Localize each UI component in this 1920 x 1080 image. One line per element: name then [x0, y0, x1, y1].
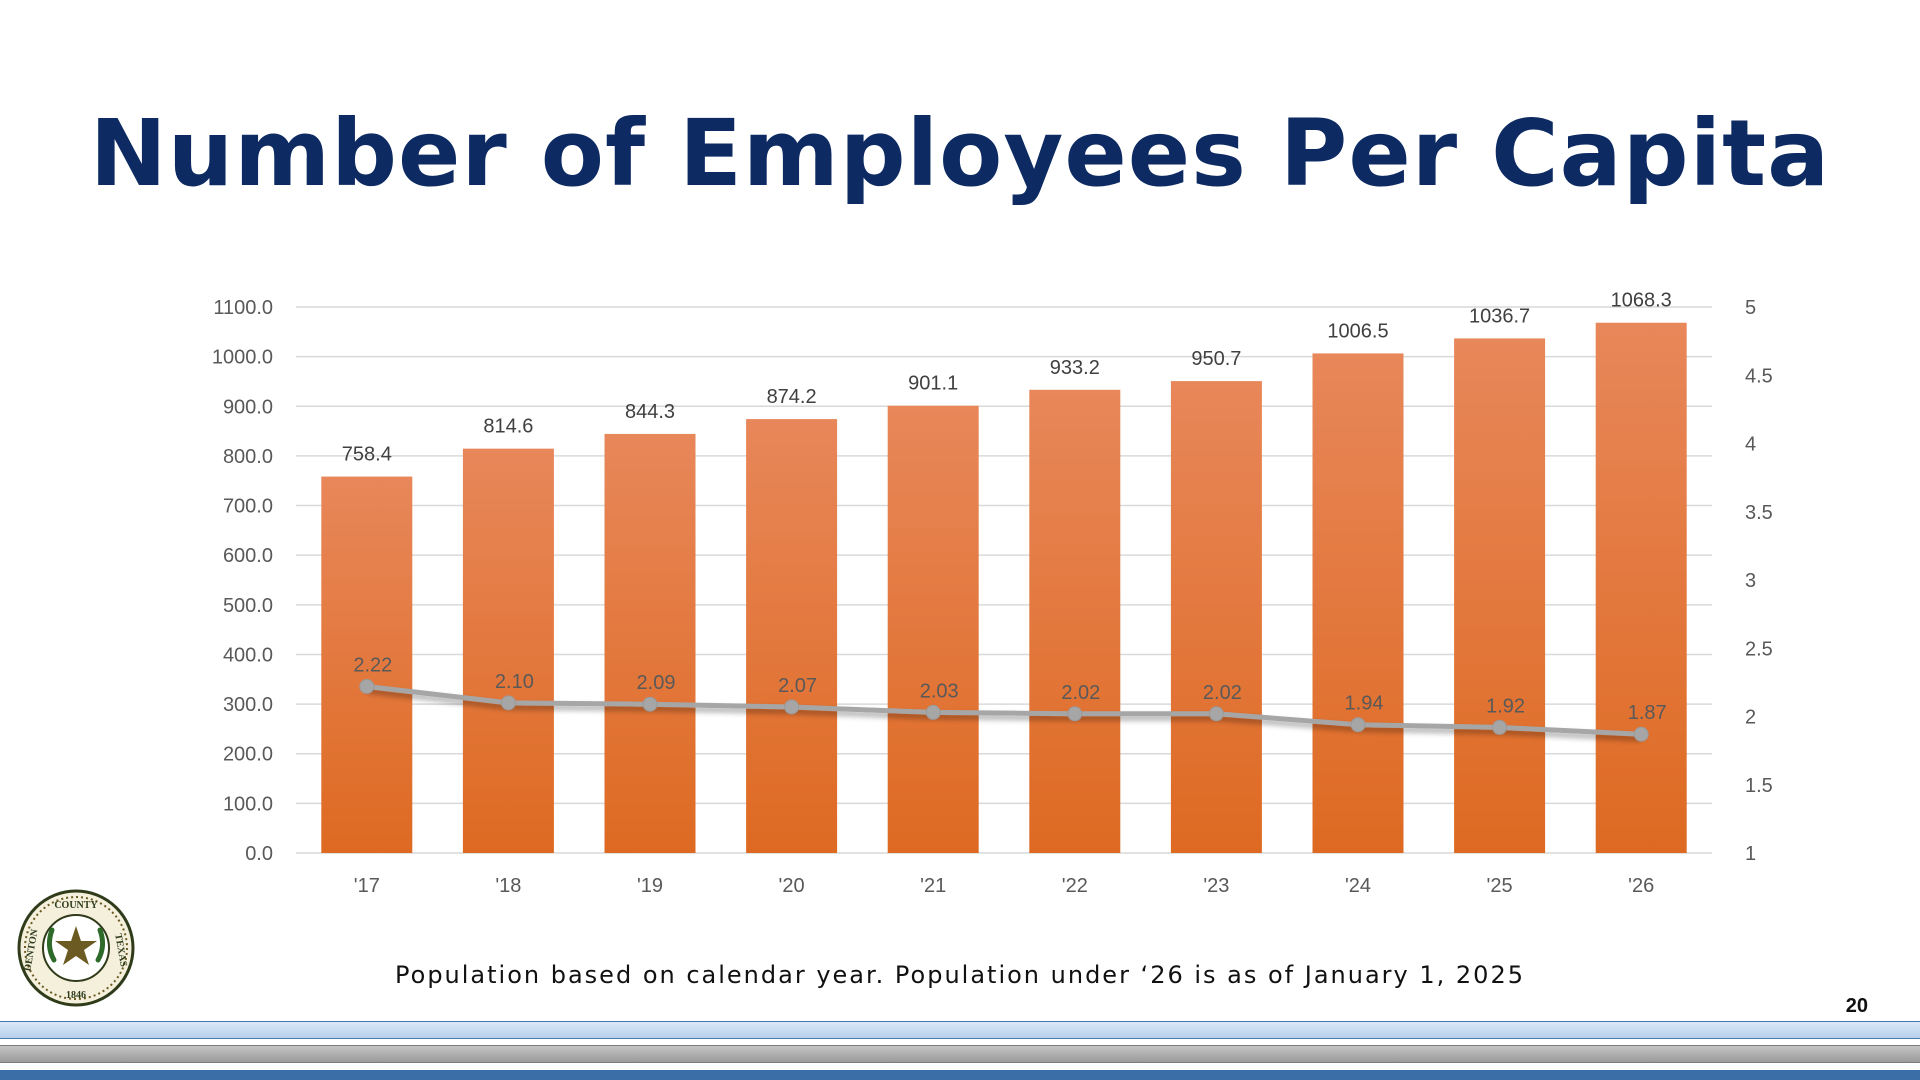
bar-data-label: 1006.5 [1327, 320, 1388, 342]
right-axis-tick-label: 2.5 [1745, 638, 1773, 660]
combo-chart: 0.0 100.0 200.0 300.0 400.0 500.0 600.0 700.0 80… [212, 290, 1773, 897]
line-point [925, 704, 941, 720]
bar [746, 419, 838, 853]
left-axis-tick-label: 300.0 [223, 694, 273, 716]
right-axis-tick-label: 4 [1745, 434, 1756, 456]
bar-data-label: 901.1 [908, 373, 958, 395]
svg-text:1846: 1846 [66, 990, 86, 1001]
svg-text:COUNTY: COUNTY [54, 900, 98, 911]
bar [321, 476, 413, 853]
line-point [500, 695, 516, 711]
left-axis-tick-label: 500.0 [223, 595, 273, 617]
footer-stripe-gray [0, 1045, 1920, 1063]
left-axis: 0.0 100.0 200.0 300.0 400.0 500.0 600.0 700.0 80… [212, 297, 273, 865]
line-data-label: 2.10 [495, 671, 534, 693]
left-axis-tick-label: 800.0 [223, 446, 273, 468]
line-data-label: 2.07 [778, 675, 817, 697]
bar-data-label: 950.7 [1191, 348, 1241, 370]
x-axis-tick-label: '19 [637, 875, 663, 897]
x-axis-tick-label: '20 [779, 875, 805, 897]
bar [462, 448, 554, 853]
left-axis-tick-label: 900.0 [223, 396, 273, 418]
bar-data-label: 758.4 [342, 444, 392, 466]
bar-data-label: 844.3 [625, 401, 675, 423]
page-number: 20 [1845, 995, 1868, 1017]
bar [1312, 353, 1404, 853]
line-point [359, 678, 375, 694]
line-data-label: 1.87 [1628, 702, 1667, 724]
footer-stripe-navy [0, 1070, 1920, 1080]
line-data-label: 2.02 [1061, 682, 1100, 704]
line-point [784, 699, 800, 715]
footnote: Population based on calendar year. Popul… [395, 961, 1525, 989]
left-axis-tick-label: 100.0 [223, 793, 273, 815]
x-axis: '17 '18 '19 '20 '21 '22 '23 '24 '25 '26 [354, 875, 1654, 897]
bar-data-label: 814.6 [483, 416, 533, 438]
x-axis-tick-label: '25 [1487, 875, 1513, 897]
right-axis-tick-label: 1 [1745, 843, 1756, 865]
x-axis-tick-label: '17 [354, 875, 380, 897]
left-axis-tick-label: 0.0 [245, 843, 273, 865]
x-axis-tick-label: '18 [495, 875, 521, 897]
right-axis-tick-label: 5 [1745, 297, 1756, 319]
bar-data-label: 933.2 [1050, 357, 1100, 379]
footer-stripe-blue [0, 1021, 1920, 1039]
slide-title: Number of Employees Per Capita [89, 100, 1831, 207]
denton-county-seal: COUNTY DENTON TEXAS 1846 [17, 889, 135, 1007]
right-axis-tick-label: 4.5 [1745, 365, 1773, 387]
bar [604, 433, 696, 853]
x-axis-tick-label: '26 [1628, 875, 1654, 897]
line-point [1633, 726, 1649, 742]
x-axis-tick-label: '23 [1203, 875, 1229, 897]
bar-data-label: 1036.7 [1469, 305, 1530, 327]
left-axis-tick-label: 600.0 [223, 545, 273, 567]
line-point [1067, 706, 1083, 722]
line-point [1208, 706, 1224, 722]
bar [1170, 381, 1262, 853]
left-axis-tick-label: 1000.0 [212, 347, 273, 369]
x-axis-tick-label: '24 [1345, 875, 1371, 897]
bar [1454, 338, 1546, 854]
line-data-label: 2.22 [353, 654, 392, 676]
line-data-label: 2.03 [920, 680, 959, 702]
left-axis-tick-label: 400.0 [223, 644, 273, 666]
right-axis-tick-label: 2 [1745, 707, 1756, 729]
line-point [1492, 719, 1508, 735]
bar-series: 758.4 814.6 844.3 874.2 901.1 933.2 950.7 1006.… [321, 290, 1687, 854]
bar [1595, 322, 1687, 853]
x-axis-tick-label: '21 [920, 875, 946, 897]
left-axis-tick-label: 1100.0 [213, 297, 273, 319]
bar [887, 405, 979, 853]
left-axis-tick-label: 700.0 [223, 496, 273, 518]
bar [1029, 389, 1121, 853]
bar-data-label: 1068.3 [1611, 290, 1672, 312]
bar-data-label: 874.2 [767, 386, 817, 408]
line-data-label: 1.94 [1345, 693, 1384, 715]
x-axis-tick-label: '22 [1062, 875, 1088, 897]
right-axis-tick-label: 1.5 [1745, 775, 1773, 797]
line-data-label: 2.09 [637, 672, 676, 694]
line-path [366, 683, 1642, 737]
line-data-label: 2.02 [1203, 682, 1242, 704]
line-series: 2.22 2.10 2.09 2.07 2.03 2.02 2.02 1.94 1.92 1.87 [353, 654, 1667, 742]
right-axis-tick-label: 3 [1745, 570, 1756, 592]
line-point [642, 696, 658, 712]
right-axis-tick-label: 3.5 [1745, 502, 1773, 524]
line-data-label: 1.92 [1486, 695, 1525, 717]
left-axis-tick-label: 200.0 [223, 744, 273, 766]
line-point [1350, 717, 1366, 733]
right-axis: 1 1.5 2 2.5 3 3.5 4 4.5 5 [1745, 297, 1773, 865]
